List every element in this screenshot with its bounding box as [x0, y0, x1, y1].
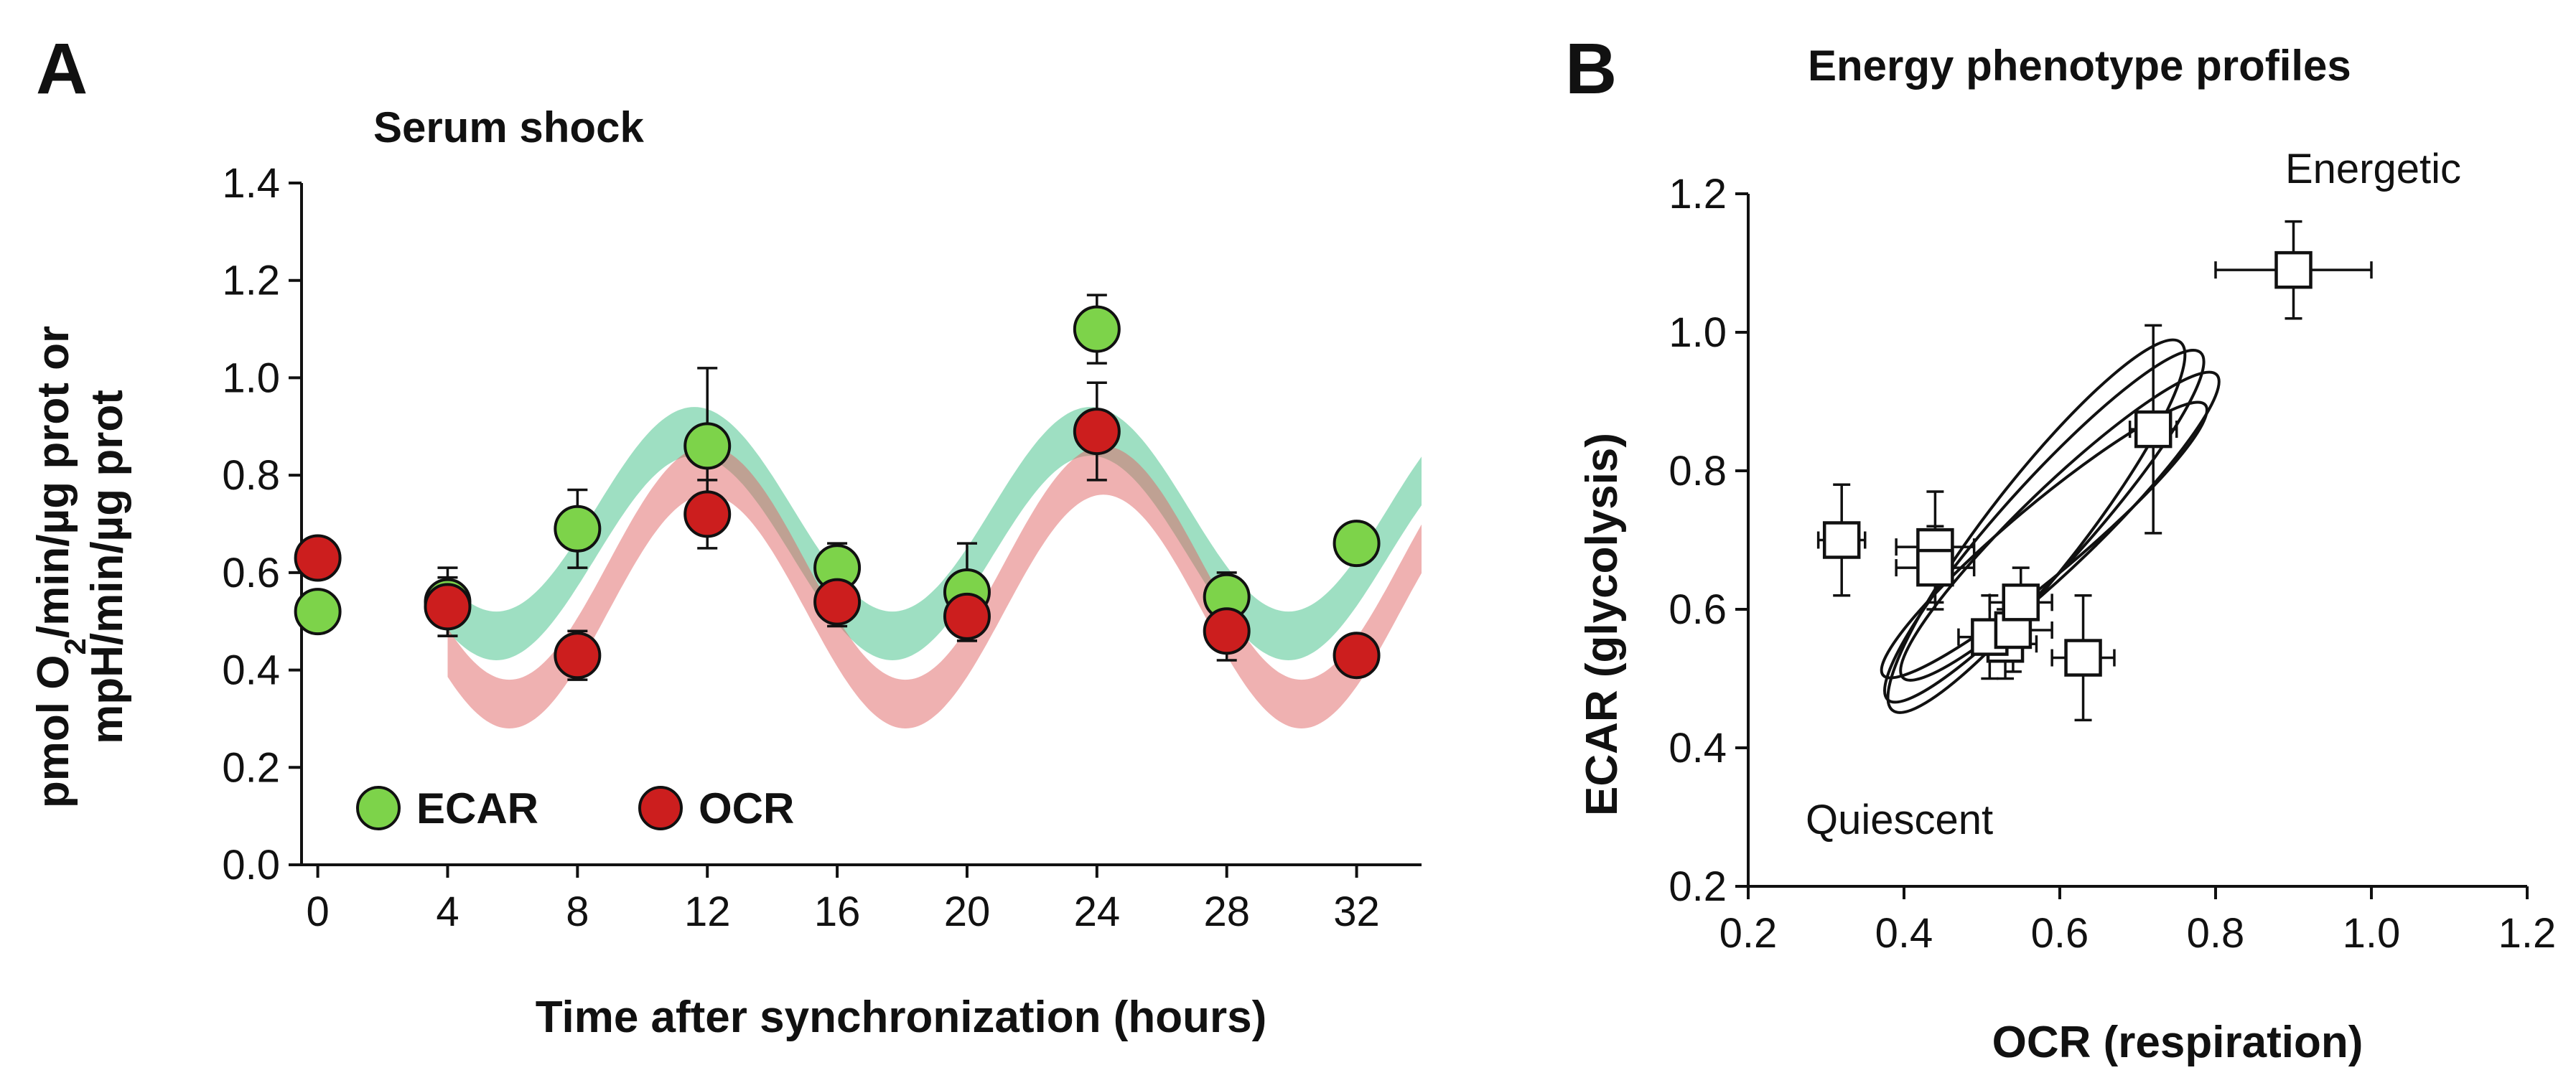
confidence-ellipse [1886, 338, 2187, 714]
data-point-ecar [294, 588, 342, 636]
data-point-square [2134, 410, 2173, 449]
data-point-ocr [813, 578, 862, 626]
panel-a-ytick-label: 1.0 [222, 355, 280, 401]
data-point-square [1916, 548, 1954, 587]
panel-a-ylabel-line1: pmol O2/min/µg prot or [29, 326, 92, 808]
panel-b-ytick-label: 0.8 [1669, 448, 1727, 494]
panel-b-xtick-label: 0.8 [2187, 910, 2245, 957]
data-point-ocr [424, 583, 472, 631]
panel-a-ytick-label: 0.4 [222, 647, 280, 694]
panel-a-ytick-label: 0.6 [222, 550, 280, 596]
data-point-ocr [294, 534, 342, 582]
data-point-square [2274, 250, 2313, 289]
data-point-square [2064, 639, 2102, 677]
panel-a-title: Serum shock [373, 103, 644, 151]
confidence-ellipse [1899, 370, 2221, 682]
panel-b-xtick-label: 0.6 [2031, 910, 2089, 957]
panel-a-ylabel: pmol O2/min/µg prot or mpH/min/µg prot [29, 326, 132, 808]
panel-a-ytick-label: 0.8 [222, 452, 280, 499]
panel-b-ytick-label: 0.6 [1669, 586, 1727, 633]
legend-ocr-marker [638, 786, 683, 830]
panel-b-xtick-label: 0.4 [1875, 910, 1933, 957]
annotation-quiescent: Quiescent [1806, 797, 1993, 843]
panel-a-ytick-label: 1.4 [222, 160, 280, 207]
data-point-ocr [1333, 632, 1381, 680]
panel-b-ytick-label: 0.4 [1669, 725, 1727, 772]
panel-a-xtick-label: 28 [1203, 888, 1250, 935]
panel-b-ylabel: ECAR (glycolysis) [1577, 433, 1627, 816]
data-point-ocr [943, 592, 991, 640]
data-point-ecar [1333, 520, 1381, 568]
panel-a-xtick-label: 24 [1074, 888, 1121, 935]
data-point-ecar [1073, 305, 1121, 353]
data-point-ocr [554, 632, 602, 680]
data-point-ecar [554, 505, 602, 553]
legend-ocr-label: OCR [699, 784, 794, 833]
panel-a-xtick-label: 16 [814, 888, 861, 935]
data-point-ecar [683, 422, 732, 470]
confidence-ellipse [1880, 400, 2208, 680]
panel-a-ylabel-line2: mpH/min/µg prot [83, 390, 132, 744]
panel-a-xlabel: Time after synchronization (hours) [536, 993, 1267, 1042]
panel-b-xtick-label: 1.0 [2343, 910, 2401, 957]
legend-ecar-marker [356, 786, 401, 830]
panel-b-chart: B Energy phenotype profiles 0.2 0.4 0.6 0.8… [1565, 29, 2556, 1067]
panel-a-xtick-label: 32 [1333, 888, 1380, 935]
data-point-square [2002, 583, 2040, 622]
panel-b-ytick-label: 1.2 [1669, 171, 1727, 217]
panel-a-letter: A [36, 29, 88, 109]
panel-a-ytick-label: 1.2 [222, 258, 280, 304]
panel-b-letter: B [1565, 29, 1617, 109]
panel-a-chart: A Serum shock 0.0 0.2 0.4 0.6 0.8 1.0 1.2 1.4 0 4… [29, 29, 1422, 1042]
panel-a-xtick-label: 0 [306, 888, 329, 935]
panel-a-xtick-label: 4 [436, 888, 459, 935]
data-point-ocr [1203, 607, 1251, 655]
data-point-ocr [683, 490, 732, 538]
panel-a-legend: ECAR OCR [356, 784, 794, 833]
panel-b-xtick-label: 1.2 [2498, 910, 2557, 957]
panel-b-ytick-label: 0.2 [1669, 863, 1727, 910]
fit-band-ocr [447, 446, 1422, 728]
panel-b-xtick-label: 0.2 [1719, 910, 1778, 957]
panel-a-ytick-label: 0.0 [222, 842, 280, 888]
data-point-ocr [1073, 408, 1121, 456]
panel-a-ytick-label: 0.2 [222, 744, 280, 791]
panel-a-xtick-label: 20 [944, 888, 991, 935]
panel-a-xtick-label: 8 [566, 888, 589, 935]
panel-b-title: Energy phenotype profiles [1808, 42, 2351, 90]
fit-band-ecar [447, 407, 1422, 660]
data-point-square [1822, 521, 1861, 559]
panel-b-ytick-label: 1.0 [1669, 309, 1727, 356]
legend-ecar-label: ECAR [416, 784, 538, 833]
panel-a-xtick-label: 12 [684, 888, 731, 935]
panel-b-xlabel: OCR (respiration) [1992, 1018, 2363, 1067]
annotation-energetic: Energetic [2285, 146, 2461, 192]
